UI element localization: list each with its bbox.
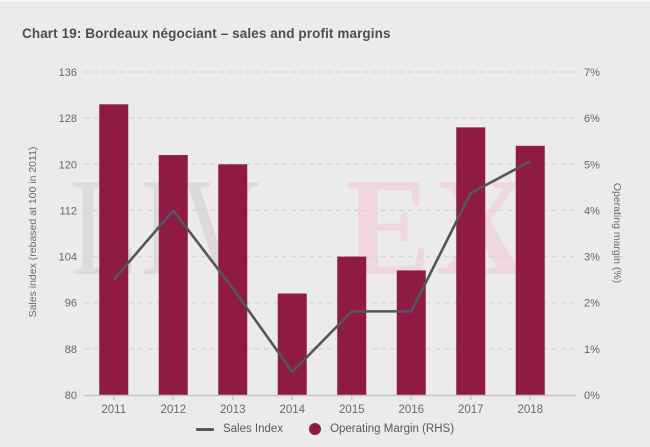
line-swatch-icon <box>195 427 214 431</box>
y-tick-label-right: 2% <box>584 298 600 310</box>
dot-swatch-icon <box>309 423 322 435</box>
y-tick-label-left: 120 <box>59 159 77 171</box>
x-tick-label: 2016 <box>398 404 424 416</box>
x-tick-label: 2012 <box>160 404 186 416</box>
bar-2018 <box>515 145 545 395</box>
y-tick-label-left: 80 <box>65 390 77 402</box>
chart-title: Chart 19: Bordeaux négociant – sales and… <box>22 26 391 41</box>
y-tick-label-left: 112 <box>59 205 77 217</box>
legend-label-operating-margin: Operating Margin (RHS) <box>330 423 455 435</box>
legend-label-sales-index: Sales Index <box>222 423 284 435</box>
chart-legend: Sales Index Operating Margin (RHS) <box>0 423 650 435</box>
bar-2013 <box>218 164 248 395</box>
legend-item-sales-index: Sales Index <box>195 423 284 435</box>
y-tick-label-right: 7% <box>584 67 600 79</box>
legend-item-operating-margin: Operating Margin (RHS) <box>309 423 454 435</box>
left-axis-title: Sales index (rebased at 100 in 2011) <box>27 146 39 318</box>
x-tick-label: 2013 <box>220 404 246 416</box>
bar-2015 <box>337 256 367 395</box>
bar-2011 <box>99 104 129 396</box>
x-tick-label: 2011 <box>101 404 126 416</box>
sales-index-line <box>112 160 531 374</box>
y-tick-label-left: 104 <box>59 252 77 264</box>
y-tick-label-right: 6% <box>584 113 600 125</box>
x-tick-label: 2014 <box>279 404 305 416</box>
bar-2017 <box>456 127 486 395</box>
y-tick-label-left: 88 <box>65 344 77 356</box>
y-tick-label-right: 1% <box>584 344 600 356</box>
y-tick-label-right: 3% <box>584 252 600 264</box>
bar-2012 <box>158 155 188 395</box>
y-tick-label-right: 5% <box>584 159 600 171</box>
y-tick-label-left: 96 <box>65 298 77 310</box>
y-tick-label-right: 4% <box>584 205 600 217</box>
right-axis-title: Operating margin (%) <box>611 182 623 284</box>
y-tick-label-right: 0% <box>584 390 600 402</box>
x-tick-label: 2017 <box>458 404 484 416</box>
x-tick-label: 2018 <box>517 404 543 416</box>
bar-2014 <box>277 293 307 395</box>
y-tick-label-left: 136 <box>59 67 77 79</box>
x-tick-label: 2015 <box>339 404 365 416</box>
y-tick-label-left: 128 <box>59 113 77 125</box>
